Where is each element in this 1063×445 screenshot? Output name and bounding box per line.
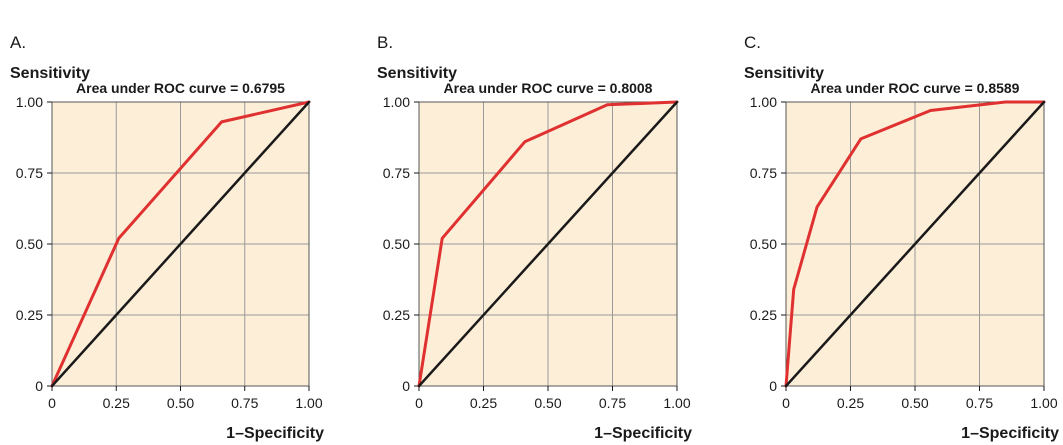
y-tick-label: 0.75 [750,165,777,181]
x-tick-label: 0.50 [534,395,561,411]
y-tick-label: 0.25 [750,307,777,323]
y-tick-label: 0.25 [16,307,43,323]
auc-annotation: Area under ROC curve = 0.8589 [811,80,1020,96]
x-tick-label: 0 [415,395,423,411]
x-tick-label: 1.00 [295,395,322,411]
y-tick-label: 1.00 [750,94,777,110]
x-tick-label: 1.00 [1030,395,1057,411]
x-tick-label: 0.75 [599,395,626,411]
y-tick-label: 0 [769,378,777,394]
x-tick-label: 0.50 [901,395,928,411]
x-tick-label: 0.50 [167,395,194,411]
roc-curve-line [50,100,311,388]
y-tick-label: 0.50 [750,236,777,252]
y-tick-label: 0.75 [383,165,410,181]
roc-panel-c: C. Sensitivity 00 0.25 0.25 0.50 0.50 0.75 0.75 1… [744,33,1059,442]
y-tick-label: 1.00 [383,94,410,110]
x-axis-title: 1–Specificity [226,425,324,442]
panel-label: C. [744,33,761,52]
x-tick-label: 0.25 [103,395,130,411]
x-tick-label: 0.25 [837,395,864,411]
x-tick-label: 0.75 [966,395,993,411]
y-tick-label: 0.50 [383,236,410,252]
x-tick-label: 0.75 [231,395,258,411]
reference-diagonal-line [784,100,1046,388]
y-tick-label: 0 [35,378,43,394]
y-tick-label: 0.25 [383,307,410,323]
y-axis-title: Sensitivity [744,65,824,82]
x-axis-title: 1–Specificity [594,425,692,442]
roc-panel-a: A. Sensitivity 00 0.25 0.25 0.50 0.50 0.75 0.75 1… [10,33,324,442]
x-tick-label: 0 [782,395,790,411]
reference-diagonal-line [50,100,311,388]
auc-annotation: Area under ROC curve = 0.6795 [76,80,285,96]
reference-diagonal-line [417,100,679,388]
x-tick-label: 0.25 [470,395,497,411]
panel-label: A. [10,33,26,52]
y-tick-label: 0.50 [16,236,43,252]
auc-annotation: Area under ROC curve = 0.8008 [444,80,653,96]
y-axis-title: Sensitivity [377,65,457,82]
y-tick-label: 0.75 [16,165,43,181]
y-tick-label: 1.00 [16,94,43,110]
y-tick-label: 0 [402,378,410,394]
roc-panel-b: B. Sensitivity 00 0.25 0.25 0.50 0.50 0.75 0.75 1… [377,33,692,442]
x-axis-title: 1–Specificity [961,425,1059,442]
panel-label: B. [377,33,393,52]
x-tick-label: 1.00 [663,395,690,411]
roc-curve-line [417,100,679,388]
y-axis-title: Sensitivity [10,65,90,82]
x-tick-label: 0 [48,395,56,411]
roc-curve-line [784,100,1046,388]
